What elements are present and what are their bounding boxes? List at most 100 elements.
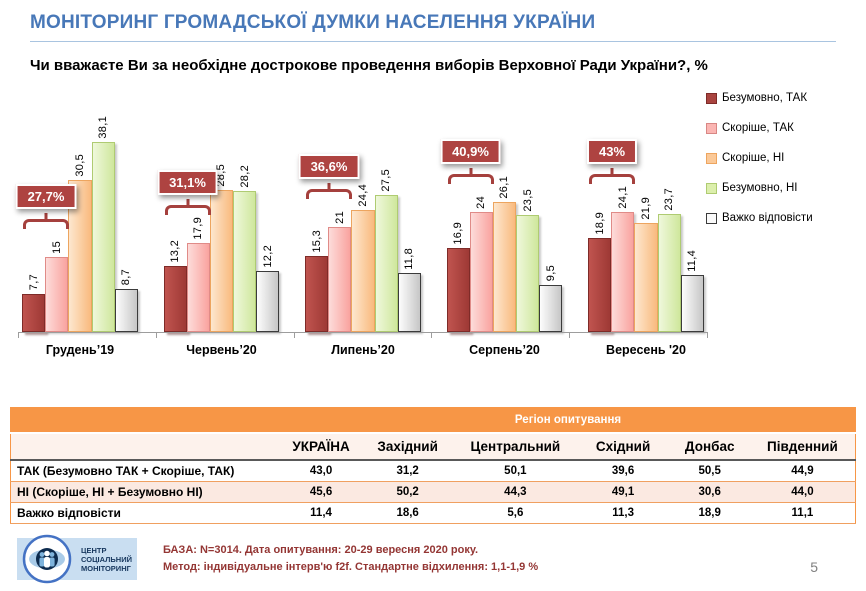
bar-wrap: 26,1 [492,175,517,332]
bar-value-label: 15 [50,241,63,254]
table-row: НІ (Скоріше, НІ + Безумовно НІ) 45,6 50,2 4… [10,481,856,503]
value-cell: 50,5 [669,459,750,482]
axis-tick [431,333,433,338]
bar-value-label: 13,2 [169,240,182,263]
center-social-monitoring-logo: ЦЕНТР СОЦІАЛЬНИЙ МОНІТОРИНГ [17,534,137,584]
legend-swatch [706,212,717,224]
bar-wrap: 9,5 [539,265,563,332]
bar-wrap: 11,8 [397,248,421,332]
callout-brace [23,219,69,229]
row-label: ТАК (Безумовно ТАК + Скоріше, ТАК) [10,459,281,482]
bar-series-2 [209,189,234,332]
bar-series-4 [397,273,421,332]
bar-value-label: 23,5 [521,188,534,212]
value-cell: 50,2 [361,481,455,503]
bar-series-4 [680,275,704,332]
callout-brace [447,174,494,184]
logo-text-line3: МОНІТОРИНГ [81,564,132,573]
bar-value-label: 15,3 [310,229,323,253]
value-cell: 18,9 [669,502,750,524]
value-cell: 39,6 [576,459,670,482]
bar-wrap: 24 [469,196,493,332]
bar-wrap: 7,7 [22,274,46,332]
bar-wrap: 24,1 [611,186,635,332]
legend-item: Безумовно, НІ [706,182,813,194]
bar-value-label: 11,4 [686,250,699,272]
bar-wrap: 23,5 [516,188,540,332]
bar-series-3 [91,141,115,332]
axis-tick [569,333,571,338]
category-labels: Грудень’19 Червень’20 Липень’20 Серпень’20 В… [18,343,708,357]
bar-series-2 [351,210,375,332]
bar-series-1 [45,257,69,332]
value-cell: 45,6 [280,481,362,503]
column-header-empty [10,432,281,461]
table-row: Важко відповісти 11,4 18,6 5,6 11,3 18,9 11,1 [10,502,856,524]
bar-series-0 [446,247,470,332]
column-header: Центральний [454,432,577,461]
callout-brace [306,189,352,199]
category-label: Серпень’20 [469,343,540,357]
bar-wrap: 8,7 [114,269,138,332]
callout-badge: 40,9% [440,139,501,164]
table-band-title: Регіон опитування [514,413,622,426]
bar-wrap: 17,9 [186,216,210,332]
legend-label: Важко відповісти [722,212,813,224]
bar-series-1 [611,211,635,332]
bar-wrap: 18,9 [588,212,612,332]
bar-value-label: 11,8 [403,248,416,270]
value-cell: 44,9 [749,459,856,482]
category-label: Грудень’19 [45,343,115,357]
callout-badge: 43% [586,138,638,164]
legend-label: Безумовно, НІ [722,182,798,194]
legend-item: Безумовно, ТАК [706,92,813,104]
bar-series-3 [374,194,398,332]
table-header-row: УКРАЇНА Західний Центральний Східний Донбас П… [10,432,856,461]
bar-wrap: 28,5 [209,164,234,332]
category-label: Липень’20 [331,343,395,357]
category-label: Вересень '20 [606,343,686,357]
question-title: Чи вважаєте Ви за необхідне дострокове п… [30,57,708,74]
bar-value-label: 17,9 [192,216,205,240]
bar-series-1 [186,242,210,332]
chart-group: 7,7 15 30,5 38,1 8,7 27,7% [15,82,138,332]
table-row: ТАК (Безумовно ТАК + Скоріше, ТАК) 43,0 31… [10,459,856,482]
groups-row: 7,7 15 30,5 38,1 8,7 27,7% 13,2 17,9 28,5 28,2 12,… [15,82,708,332]
bar-series-1 [469,212,493,332]
value-cell: 18,6 [361,502,455,524]
header-divider [30,41,836,42]
page-title: МОНІТОРИНГ ГРОМАДСЬКОЇ ДУМКИ НАСЕЛЕННЯ У… [30,12,596,33]
legend-swatch [706,122,717,134]
legend-label: Скоріше, ТАК [722,122,794,134]
bar-wrap: 15,3 [305,229,329,332]
bar-wrap: 38,1 [91,116,115,332]
value-cell: 44,3 [454,481,577,503]
bar-value-label: 12,2 [261,245,274,268]
bar-series-2 [68,179,92,332]
callout-brace [164,204,211,215]
value-cell: 30,6 [669,481,750,503]
value-cell: 11,4 [280,502,362,524]
bar-wrap: 27,5 [374,169,398,332]
page-number: 5 [810,559,818,575]
bar-series-0 [588,237,612,332]
bar-series-3 [516,214,540,332]
column-header: Донбас [669,432,750,461]
axis-tick [293,333,295,338]
bar-series-4 [539,284,563,332]
value-cell: 50,1 [454,459,577,482]
bar-series-0 [22,293,46,332]
column-header: Східний [576,432,670,461]
chart-plot: 7,7 15 30,5 38,1 8,7 27,7% 13,2 17,9 28,5 28,2 12,… [15,82,708,357]
bar-value-label: 26,1 [498,175,511,199]
footer-notes: БАЗА: N=3014. Дата опитування: 20-29 вер… [163,542,538,576]
value-cell: 5,6 [454,502,577,524]
column-header: Західний [361,432,455,461]
legend-swatch [706,182,717,194]
column-header: Південний [749,432,856,461]
bar-series-2 [634,222,658,332]
legend-label: Безумовно, ТАК [722,92,808,104]
legend-swatch [706,152,717,164]
chart-group: 18,9 24,1 21,9 23,7 11,4 43% [586,82,704,332]
column-header: УКРАЇНА [280,432,362,461]
